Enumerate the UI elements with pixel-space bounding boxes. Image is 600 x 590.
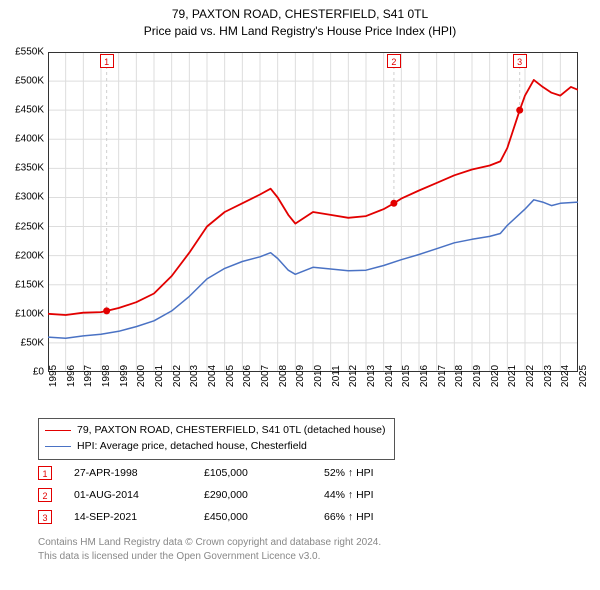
chart-svg (48, 52, 578, 372)
x-tick-label: 2008 (278, 365, 289, 387)
legend-swatch (45, 446, 71, 447)
x-tick-label: 2024 (560, 365, 571, 387)
attribution-line: Contains HM Land Registry data © Crown c… (38, 536, 381, 550)
marker-badge: 3 (513, 54, 527, 68)
y-tick-label: £550K (0, 47, 44, 58)
x-tick-label: 1998 (101, 365, 112, 387)
x-tick-label: 2016 (419, 365, 430, 387)
tx-pct: 66% ↑ HPI (324, 511, 414, 523)
tx-pct: 52% ↑ HPI (324, 467, 414, 479)
x-tick-label: 2025 (578, 365, 589, 387)
legend-swatch (45, 430, 71, 431)
x-tick-label: 2011 (331, 365, 342, 387)
x-tick-label: 1996 (66, 365, 77, 387)
table-row: 3 14-SEP-2021 £450,000 66% ↑ HPI (38, 506, 414, 528)
legend-row: 79, PAXTON ROAD, CHESTERFIELD, S41 0TL (… (45, 423, 386, 439)
tx-date: 14-SEP-2021 (74, 511, 204, 523)
marker-badge: 1 (38, 466, 52, 480)
marker-badge: 1 (100, 54, 114, 68)
x-tick-label: 2006 (242, 365, 253, 387)
legend-label: 79, PAXTON ROAD, CHESTERFIELD, S41 0TL (… (77, 423, 386, 439)
y-tick-label: £400K (0, 134, 44, 145)
x-tick-label: 2019 (472, 365, 483, 387)
x-tick-label: 2002 (172, 365, 183, 387)
tx-date: 27-APR-1998 (74, 467, 204, 479)
legend-row: HPI: Average price, detached house, Ches… (45, 439, 386, 455)
x-tick-label: 2000 (136, 365, 147, 387)
attribution: Contains HM Land Registry data © Crown c… (38, 536, 381, 563)
x-tick-label: 2023 (543, 365, 554, 387)
tx-pct: 44% ↑ HPI (324, 489, 414, 501)
x-tick-label: 2009 (295, 365, 306, 387)
x-tick-label: 2022 (525, 365, 536, 387)
x-tick-label: 2015 (401, 365, 412, 387)
title-block: 79, PAXTON ROAD, CHESTERFIELD, S41 0TL P… (0, 0, 600, 40)
y-tick-label: £50K (0, 337, 44, 348)
x-tick-label: 2018 (454, 365, 465, 387)
attribution-line: This data is licensed under the Open Gov… (38, 550, 381, 564)
chart-container: 79, PAXTON ROAD, CHESTERFIELD, S41 0TL P… (0, 0, 600, 590)
marker-badge: 2 (38, 488, 52, 502)
x-tick-label: 2020 (490, 365, 501, 387)
marker-badge: 3 (38, 510, 52, 524)
y-tick-label: £100K (0, 308, 44, 319)
table-row: 2 01-AUG-2014 £290,000 44% ↑ HPI (38, 484, 414, 506)
x-tick-label: 1997 (83, 365, 94, 387)
x-tick-label: 2012 (348, 365, 359, 387)
tx-date: 01-AUG-2014 (74, 489, 204, 501)
y-tick-label: £450K (0, 105, 44, 116)
x-tick-label: 2004 (207, 365, 218, 387)
y-tick-label: £300K (0, 192, 44, 203)
y-tick-label: £0 (0, 367, 44, 378)
legend: 79, PAXTON ROAD, CHESTERFIELD, S41 0TL (… (38, 418, 395, 460)
tx-price: £105,000 (204, 467, 324, 479)
x-tick-label: 2003 (189, 365, 200, 387)
y-tick-label: £250K (0, 221, 44, 232)
marker-badge: 2 (387, 54, 401, 68)
chart-area: £0£50K£100K£150K£200K£250K£300K£350K£400… (48, 52, 578, 372)
transactions-table: 1 27-APR-1998 £105,000 52% ↑ HPI 2 01-AU… (38, 462, 414, 528)
x-tick-label: 2021 (507, 365, 518, 387)
y-tick-label: £200K (0, 250, 44, 261)
y-tick-label: £150K (0, 279, 44, 290)
legend-label: HPI: Average price, detached house, Ches… (77, 439, 307, 455)
x-tick-label: 1999 (119, 365, 130, 387)
tx-price: £450,000 (204, 511, 324, 523)
x-tick-label: 2005 (225, 365, 236, 387)
table-row: 1 27-APR-1998 £105,000 52% ↑ HPI (38, 462, 414, 484)
y-tick-label: £500K (0, 76, 44, 87)
x-tick-label: 2001 (154, 365, 165, 387)
title-subtitle: Price paid vs. HM Land Registry's House … (0, 23, 600, 40)
x-tick-label: 2010 (313, 365, 324, 387)
x-tick-label: 2014 (384, 365, 395, 387)
y-tick-label: £350K (0, 163, 44, 174)
x-tick-label: 1995 (48, 365, 59, 387)
title-address: 79, PAXTON ROAD, CHESTERFIELD, S41 0TL (0, 6, 600, 23)
tx-price: £290,000 (204, 489, 324, 501)
x-tick-label: 2013 (366, 365, 377, 387)
x-tick-label: 2017 (437, 365, 448, 387)
x-tick-label: 2007 (260, 365, 271, 387)
